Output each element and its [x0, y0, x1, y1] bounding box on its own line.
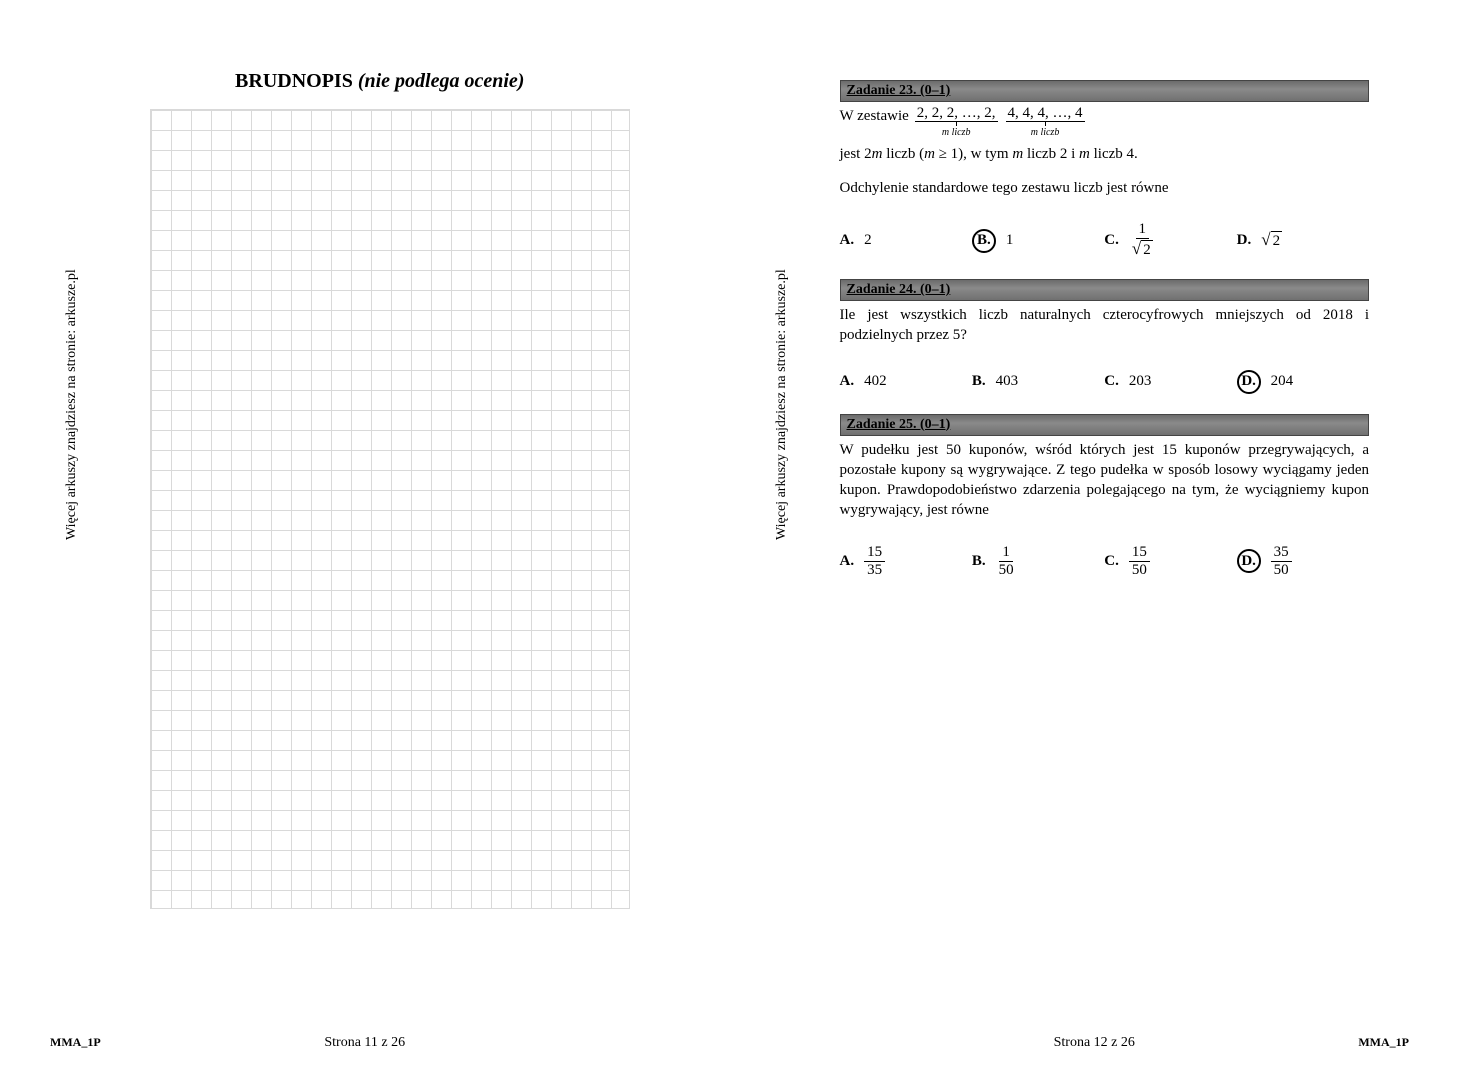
- t25-d-letter-circled: D.: [1237, 549, 1261, 573]
- t25-opt-d: D. 35 50: [1237, 545, 1369, 578]
- t23-b-val: 1: [1006, 232, 1014, 249]
- t23-d-rad: 2: [1271, 231, 1283, 250]
- t23-p4: liczb 2 i: [1023, 146, 1079, 162]
- task24-header: Zadanie 24. (0–1): [840, 279, 1370, 301]
- footer-right: Strona 12 z 26 MMA_1P: [730, 1035, 1459, 1050]
- t23-opt-b: B. 1: [972, 229, 1104, 253]
- t25-c-letter: C.: [1104, 553, 1119, 570]
- task25-body: W pudełku jest 50 kuponów, wśród których…: [840, 440, 1370, 521]
- t24-b-letter: B.: [972, 373, 986, 390]
- t23-c-den: √2: [1129, 239, 1156, 259]
- t24-opt-b: B. 403: [972, 373, 1104, 390]
- t24-c-letter: C.: [1104, 373, 1119, 390]
- footer-code-right: MMA_1P: [1358, 1035, 1409, 1050]
- t23-c-frac: 1 √2: [1129, 222, 1156, 259]
- t23-c-den-rad: 2: [1141, 240, 1153, 259]
- t23-m2: m: [924, 146, 935, 162]
- brudnopis-title: BRUDNOPIS (nie podlega ocenie): [90, 70, 670, 93]
- t24-opt-a: A. 402: [840, 373, 972, 390]
- t24-opt-c: C. 203: [1104, 373, 1236, 390]
- t25-a-den: 35: [864, 562, 885, 578]
- task23-line1: W zestawie 2, 2, 2, …, 2, m liczb 4, 4, …: [840, 106, 1370, 164]
- title-italic: (nie podlega ocenie): [358, 70, 525, 92]
- page-spread: Więcej arkuszy znajdziesz na stronie: ar…: [0, 0, 1459, 1080]
- t23-p2: liczb (: [882, 146, 924, 162]
- t24-d-val: 204: [1271, 373, 1294, 390]
- task23-body: W zestawie 2, 2, 2, …, 2, m liczb 4, 4, …: [840, 106, 1370, 198]
- t25-a-letter: A.: [840, 553, 855, 570]
- t23-m3: m: [1012, 146, 1023, 162]
- t24-opt-d: D. 204: [1237, 370, 1369, 394]
- task24-options: A. 402 B. 403 C. 203 D. 204: [840, 370, 1370, 394]
- t25-c-num: 15: [1129, 545, 1150, 562]
- t25-b-frac: 1 50: [996, 545, 1017, 578]
- task25-options: A. 15 35 B. 1 50 C. 15 50: [840, 545, 1370, 578]
- t23-c-letter: C.: [1104, 232, 1119, 249]
- footer-left: MMA_1P Strona 11 z 26: [0, 1035, 730, 1050]
- t23-post: jest 2m liczb (m ≥ 1), w tym m liczb 2 i…: [840, 144, 1138, 164]
- t23-seq2-label: m liczb: [1031, 126, 1060, 140]
- t23-d-letter: D.: [1237, 232, 1252, 249]
- t25-opt-b: B. 1 50: [972, 545, 1104, 578]
- t23-p5: liczb 4.: [1090, 146, 1138, 162]
- t25-c-den: 50: [1129, 562, 1150, 578]
- footer-page-left: Strona 11 z 26: [324, 1035, 405, 1051]
- footer-page-right: Strona 12 z 26: [1054, 1035, 1135, 1051]
- t23-opt-a: A. 2: [840, 232, 972, 249]
- t24-a-val: 402: [864, 373, 887, 390]
- task25-header: Zadanie 25. (0–1): [840, 414, 1370, 436]
- t25-opt-a: A. 15 35: [840, 545, 972, 578]
- t25-a-frac: 15 35: [864, 545, 885, 578]
- t23-line2: Odchylenie standardowe tego zestawu licz…: [840, 178, 1370, 198]
- t23-m4: m: [1079, 146, 1090, 162]
- t24-a-letter: A.: [840, 373, 855, 390]
- right-page: Więcej arkuszy znajdziesz na stronie: ar…: [730, 0, 1459, 1080]
- t23-seq1-label: m liczb: [942, 126, 971, 140]
- left-page: Więcej arkuszy znajdziesz na stronie: ar…: [0, 0, 730, 1080]
- t23-m1: m: [872, 146, 883, 162]
- t25-d-frac: 35 50: [1271, 545, 1292, 578]
- t23-pre: W zestawie: [840, 106, 909, 126]
- t23-b-letter-circled: B.: [972, 229, 996, 253]
- t23-seq1-seq: 2, 2, 2, …, 2,: [915, 106, 998, 122]
- footer-code-left: MMA_1P: [50, 1035, 101, 1050]
- t23-p1: jest 2: [840, 146, 872, 162]
- title-main: BRUDNOPIS: [235, 70, 353, 92]
- t23-seq2-seq: 4, 4, 4, …, 4: [1006, 106, 1085, 122]
- t25-d-num: 35: [1271, 545, 1292, 562]
- t24-c-val: 203: [1129, 373, 1152, 390]
- t24-d-letter-circled: D.: [1237, 370, 1261, 394]
- t23-seq1: 2, 2, 2, …, 2, m liczb: [915, 106, 998, 140]
- t23-opt-c: C. 1 √2: [1104, 222, 1236, 259]
- t23-a-letter: A.: [840, 232, 855, 249]
- t24-b-val: 403: [996, 373, 1019, 390]
- t25-b-letter: B.: [972, 553, 986, 570]
- side-watermark-left: Więcej arkuszy znajdziesz na stronie: ar…: [64, 269, 80, 540]
- task23-header: Zadanie 23. (0–1): [840, 80, 1370, 102]
- task23-options: A. 2 B. 1 C. 1 √2 D. √2: [840, 222, 1370, 259]
- t25-a-num: 15: [864, 545, 885, 562]
- t23-d-sqrt: √2: [1261, 231, 1282, 250]
- t23-seq2: 4, 4, 4, …, 4 m liczb: [1006, 106, 1085, 140]
- t25-b-den: 50: [996, 562, 1017, 578]
- side-watermark-right: Więcej arkuszy znajdziesz na stronie: ar…: [774, 269, 790, 540]
- draft-grid: [150, 109, 630, 909]
- t23-c-num: 1: [1136, 222, 1150, 239]
- t25-d-den: 50: [1271, 562, 1292, 578]
- task24-body: Ile jest wszystkich liczb naturalnych cz…: [840, 305, 1370, 346]
- t25-b-num: 1: [999, 545, 1013, 562]
- t25-c-frac: 15 50: [1129, 545, 1150, 578]
- t23-a-val: 2: [864, 232, 872, 249]
- t23-p3: ≥ 1), w tym: [935, 146, 1012, 162]
- t25-opt-c: C. 15 50: [1104, 545, 1236, 578]
- t23-opt-d: D. √2: [1237, 231, 1369, 250]
